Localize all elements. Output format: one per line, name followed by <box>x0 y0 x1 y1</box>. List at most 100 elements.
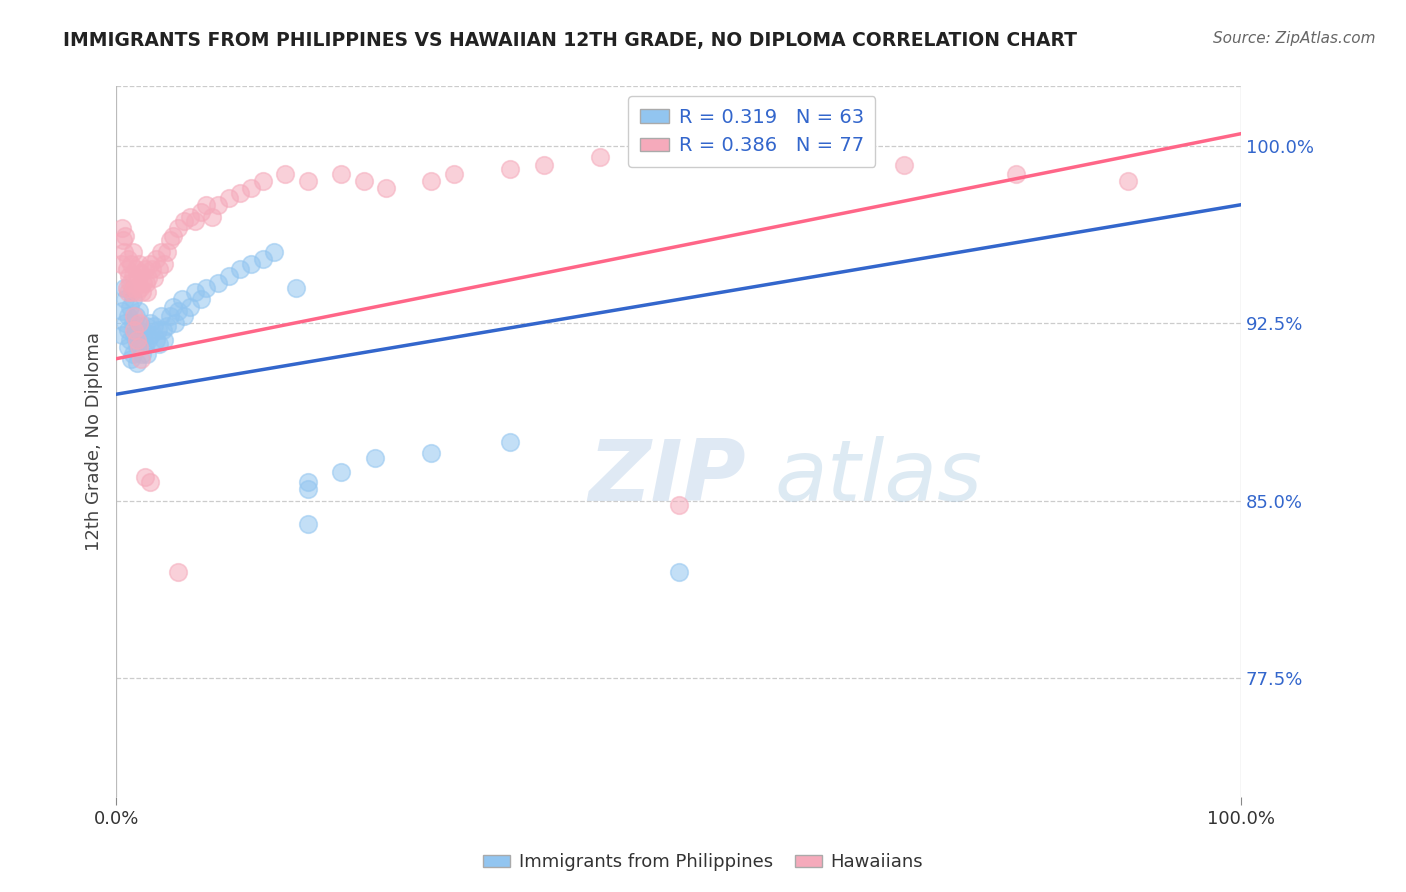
Point <box>142 318 165 333</box>
Point <box>117 285 139 300</box>
Point <box>173 309 195 323</box>
Point <box>127 323 149 337</box>
Point <box>122 268 145 283</box>
Point <box>297 482 319 496</box>
Point <box>190 293 212 307</box>
Point <box>1118 174 1140 188</box>
Point <box>364 451 387 466</box>
Point <box>330 167 353 181</box>
Point <box>162 228 184 243</box>
Point <box>499 434 522 449</box>
Point <box>129 351 152 366</box>
Point <box>111 221 134 235</box>
Point <box>167 565 190 579</box>
Point <box>128 304 150 318</box>
Point <box>1005 167 1028 181</box>
Point <box>173 214 195 228</box>
Point <box>125 356 148 370</box>
Text: Source: ZipAtlas.com: Source: ZipAtlas.com <box>1212 31 1375 46</box>
Point <box>117 340 139 354</box>
Point <box>112 245 135 260</box>
Point <box>159 309 181 323</box>
Point <box>145 333 167 347</box>
Point <box>297 475 319 489</box>
Legend: Immigrants from Philippines, Hawaiians: Immigrants from Philippines, Hawaiians <box>475 847 931 879</box>
Point <box>125 333 148 347</box>
Point <box>134 261 156 276</box>
Point <box>780 143 803 157</box>
Point <box>167 304 190 318</box>
Point <box>156 245 179 260</box>
Point <box>145 252 167 267</box>
Point <box>533 157 555 171</box>
Point <box>240 181 263 195</box>
Point <box>114 316 136 330</box>
Point <box>170 293 193 307</box>
Point <box>499 162 522 177</box>
Point <box>124 309 146 323</box>
Point <box>139 316 162 330</box>
Point <box>837 150 859 164</box>
Point <box>111 304 134 318</box>
Point <box>229 186 252 200</box>
Point <box>124 261 146 276</box>
Point <box>297 174 319 188</box>
Point <box>146 323 169 337</box>
Point <box>125 285 148 300</box>
Point <box>117 252 139 267</box>
Point <box>132 328 155 343</box>
Point <box>285 280 308 294</box>
Point <box>150 309 173 323</box>
Point <box>124 323 146 337</box>
Point <box>589 150 612 164</box>
Point <box>330 466 353 480</box>
Text: ZIP: ZIP <box>589 435 747 518</box>
Point <box>252 174 274 188</box>
Point <box>122 293 145 307</box>
Point <box>420 446 443 460</box>
Point <box>353 174 375 188</box>
Point <box>112 233 135 247</box>
Point <box>134 470 156 484</box>
Point <box>118 268 141 283</box>
Point <box>134 337 156 351</box>
Point <box>118 333 141 347</box>
Point <box>159 233 181 247</box>
Point <box>122 347 145 361</box>
Point <box>201 210 224 224</box>
Point <box>135 347 157 361</box>
Point <box>668 499 690 513</box>
Point <box>122 245 145 260</box>
Point <box>218 191 240 205</box>
Point <box>195 198 218 212</box>
Point <box>128 257 150 271</box>
Point <box>128 316 150 330</box>
Point <box>136 271 159 285</box>
Point <box>240 257 263 271</box>
Point <box>152 257 174 271</box>
Point <box>179 300 201 314</box>
Point <box>735 138 758 153</box>
Point <box>118 276 141 290</box>
Point <box>120 351 142 366</box>
Point <box>207 276 229 290</box>
Point <box>127 271 149 285</box>
Point <box>117 323 139 337</box>
Point <box>131 347 153 361</box>
Point <box>122 316 145 330</box>
Point <box>207 198 229 212</box>
Point <box>152 323 174 337</box>
Point <box>142 271 165 285</box>
Point <box>129 280 152 294</box>
Point <box>139 257 162 271</box>
Text: atlas: atlas <box>775 435 983 518</box>
Point <box>114 228 136 243</box>
Point <box>141 261 163 276</box>
Point <box>179 210 201 224</box>
Point <box>190 205 212 219</box>
Point <box>120 257 142 271</box>
Point <box>375 181 398 195</box>
Point <box>125 337 148 351</box>
Point <box>121 285 143 300</box>
Point <box>263 245 285 260</box>
